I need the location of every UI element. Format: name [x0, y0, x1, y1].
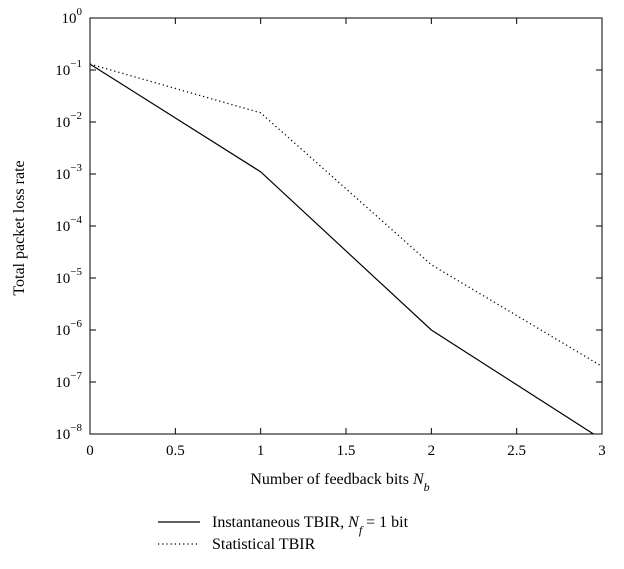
series-layer	[89, 63, 603, 435]
legend-label-post: = 1 bit	[362, 514, 408, 531]
y-tick-label: 10−7	[55, 370, 82, 391]
y-tick-base: 10	[62, 11, 77, 27]
x-tick-label: 0	[86, 443, 94, 459]
y-tick-base: 10	[55, 323, 70, 339]
y-tick-exponent: 0	[77, 6, 83, 18]
y-tick-exponent: −6	[70, 318, 82, 330]
y-tick-base: 10	[55, 271, 70, 287]
legend-label: Statistical TBIR	[212, 536, 316, 553]
y-tick-base: 10	[55, 167, 70, 183]
y-tick-exponent: −1	[70, 58, 82, 70]
x-tick-label: 2.5	[507, 443, 526, 459]
y-tick-exponent: −5	[70, 266, 82, 278]
y-tick-exponent: −4	[70, 214, 82, 226]
y-tick-base: 10	[55, 115, 70, 131]
x-tick-label: 1.5	[337, 443, 356, 459]
y-tick-base: 10	[55, 427, 70, 443]
y-tick-exponent: −2	[70, 110, 82, 122]
y-tick-label: 100	[62, 6, 83, 27]
x-axis-label-text: Number of feedback bits	[250, 471, 413, 488]
x-axis-label-var: N	[412, 471, 425, 488]
plot-frame	[89, 17, 603, 435]
x-tick-label: 2	[428, 443, 436, 459]
y-tick-label: 10−6	[55, 318, 82, 339]
y-tick-label: 10−5	[55, 266, 82, 287]
x-tick-label: 0.5	[166, 443, 185, 459]
x-axis-ticks: 0 0.5 1 1.5 2 2.5 3	[86, 18, 606, 459]
y-tick-label: 10−3	[55, 162, 82, 183]
x-axis-label: Number of feedback bits Nb	[250, 471, 429, 494]
series-line-instantaneous	[89, 63, 594, 435]
x-tick-label: 1	[257, 443, 265, 459]
legend-label-sub: f	[359, 523, 364, 537]
legend-label-var: N	[347, 514, 360, 531]
y-tick-label: 10−4	[55, 214, 82, 235]
y-tick-base: 10	[55, 63, 70, 79]
y-tick-exponent: −3	[70, 162, 82, 174]
legend-label: Instantaneous TBIR, Nf = 1 bit	[212, 514, 409, 537]
y-tick-label: 10−8	[55, 422, 82, 443]
series-line-statistical	[89, 63, 603, 367]
plot-area	[89, 17, 603, 435]
legend-label-text: Statistical TBIR	[212, 536, 316, 553]
y-tick-base: 10	[55, 219, 70, 235]
y-tick-exponent: −7	[70, 370, 82, 382]
legend-label-text: Instantaneous TBIR,	[212, 514, 348, 531]
y-tick-exponent: −8	[70, 422, 82, 434]
legend: Instantaneous TBIR, Nf = 1 bitStatistica…	[158, 514, 409, 553]
y-tick-label: 10−2	[55, 110, 82, 131]
x-axis-label-sub: b	[424, 480, 430, 494]
y-tick-label: 10−1	[55, 58, 82, 79]
y-tick-base: 10	[55, 375, 70, 391]
y-axis-label: Total packet loss rate	[11, 160, 28, 295]
x-tick-label: 3	[598, 443, 606, 459]
